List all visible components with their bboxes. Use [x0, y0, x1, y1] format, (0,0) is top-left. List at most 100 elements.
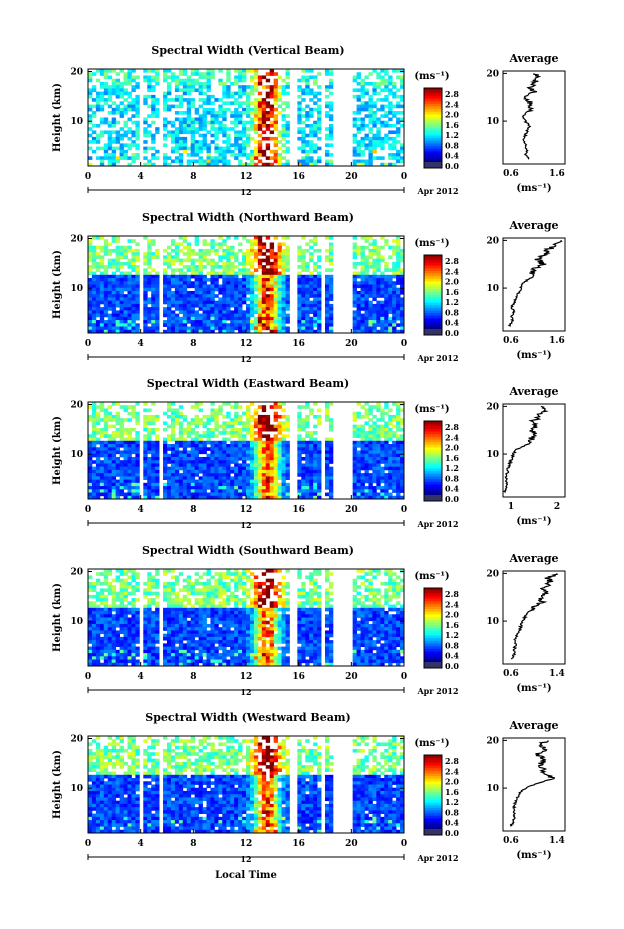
- heatmap-cell: [246, 271, 251, 276]
- heatmap-cell: [238, 111, 243, 115]
- heatmap-cell: [135, 460, 140, 464]
- heatmap-cell: [376, 274, 381, 279]
- heatmap-cell: [214, 271, 219, 276]
- heatmap-cell: [261, 486, 267, 490]
- heatmap-cell: [91, 114, 97, 118]
- heatmap-cell: [115, 450, 120, 455]
- heatmap-cell: [91, 630, 97, 635]
- heatmap-cell: [123, 133, 128, 138]
- heatmap-cell: [147, 300, 152, 305]
- heatmap-cell: [218, 460, 223, 464]
- heatmap-cell: [297, 274, 302, 279]
- heatmap-cell: [234, 431, 239, 435]
- heatmap-cell: [309, 127, 314, 131]
- heatmap-cell: [234, 130, 239, 135]
- heatmap-cell: [111, 300, 117, 305]
- heatmap-cell: [400, 437, 405, 442]
- heatmap-cell: [88, 300, 93, 305]
- heatmap-cell: [305, 310, 310, 314]
- heatmap-cell: [210, 245, 215, 250]
- heatmap-cell: [123, 281, 128, 285]
- heatmap-cell: [218, 320, 223, 324]
- heatmap-cell: [190, 450, 196, 455]
- heatmap-cell: [277, 414, 282, 419]
- heatmap-cell: [388, 466, 393, 471]
- heatmap-cell: [115, 136, 120, 141]
- heatmap-cell: [317, 408, 322, 413]
- heatmap-cell: [273, 402, 278, 406]
- heatmap-cell: [325, 294, 330, 298]
- heatmap-cell: [178, 421, 184, 426]
- heatmap-cell: [273, 114, 278, 118]
- heatmap-cell: [273, 78, 278, 83]
- heatmap-cell: [261, 287, 267, 292]
- heatmap-cell: [155, 418, 160, 422]
- heatmap-cell: [372, 450, 377, 455]
- heatmap-cell: [253, 252, 259, 256]
- heatmap-cell: [328, 114, 334, 118]
- heatmap-cell: [257, 117, 263, 122]
- heatmap-cell: [242, 479, 247, 484]
- heatmap-cell: [198, 268, 203, 272]
- heatmap-cell: [277, 146, 282, 151]
- heatmap-cell: [167, 81, 172, 86]
- heatmap-cell: [384, 239, 389, 243]
- heatmap-cell: [261, 424, 267, 429]
- heatmap-cell: [182, 88, 188, 93]
- heatmap-cell: [285, 287, 290, 292]
- heatmap-cell: [151, 453, 156, 458]
- heatmap-cell: [305, 85, 310, 89]
- heatmap-cell: [380, 136, 385, 141]
- heatmap-cell: [328, 316, 334, 321]
- heatmap-cell: [376, 323, 381, 327]
- heatmap-cell: [210, 75, 215, 80]
- heatmap-cell: [131, 104, 136, 109]
- heatmap-cell: [281, 88, 286, 93]
- colorbar-step: [424, 125, 442, 129]
- heatmap-cell: [88, 271, 93, 276]
- heatmap-cell: [91, 614, 97, 618]
- heatmap-cell: [396, 303, 401, 308]
- date-label: Apr 2012: [416, 353, 458, 363]
- heatmap-cell: [198, 444, 203, 448]
- heatmap-cell: [238, 437, 243, 442]
- heatmap-cell: [103, 156, 109, 160]
- heatmap-cell: [317, 316, 322, 321]
- heatmap-cell: [376, 482, 381, 487]
- heatmap-cell: [396, 265, 401, 269]
- heatmap-cell: [91, 255, 97, 260]
- heatmap-cell: [246, 469, 251, 474]
- heatmap-cell: [194, 313, 199, 318]
- heatmap-cell: [246, 431, 251, 435]
- heatmap-cell: [230, 486, 235, 490]
- heatmap-cell: [257, 133, 263, 138]
- heatmap-cell: [163, 411, 168, 416]
- heatmap-cell: [325, 69, 330, 73]
- heatmap-cell: [186, 300, 192, 305]
- heatmap-cell: [115, 460, 120, 464]
- heatmap-cell: [364, 450, 369, 455]
- heatmap-cell: [372, 440, 377, 445]
- heatmap-cell: [111, 101, 117, 105]
- heatmap-cell: [155, 290, 160, 295]
- heatmap-cell: [182, 297, 188, 302]
- heatmap-cell: [257, 434, 263, 438]
- heatmap-cell: [313, 414, 318, 419]
- heatmap-cell: [206, 310, 211, 314]
- heatmap-cell: [246, 427, 251, 432]
- heatmap-cell: [384, 284, 389, 289]
- heatmap-cell: [281, 437, 286, 442]
- heatmap-cell: [253, 411, 259, 416]
- heatmap-cell: [202, 114, 207, 118]
- heatmap-cell: [356, 323, 361, 327]
- heatmap-cell: [269, 88, 275, 93]
- heatmap-cell: [178, 123, 184, 128]
- heatmap-cell: [281, 265, 286, 269]
- heatmap-cell: [285, 236, 290, 240]
- heatmap-cell: [372, 444, 377, 448]
- heatmap-cell: [257, 431, 263, 435]
- heatmap-cell: [210, 323, 215, 327]
- heatmap-cell: [400, 326, 405, 331]
- heatmap-cell: [364, 239, 369, 243]
- heatmap-cell: [376, 140, 381, 144]
